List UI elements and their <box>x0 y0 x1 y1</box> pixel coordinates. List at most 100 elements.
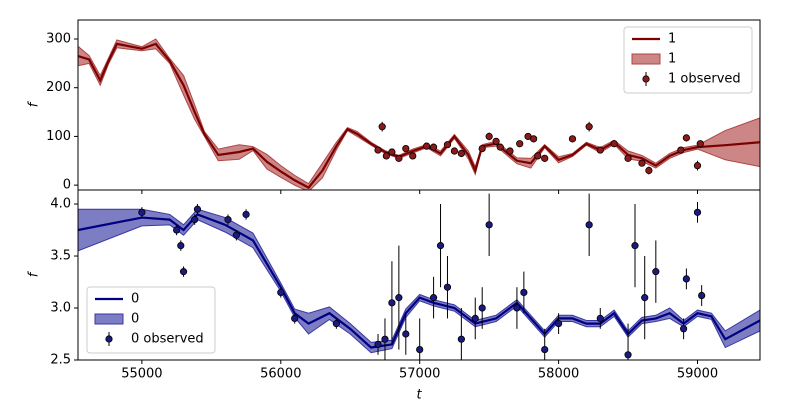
observed-point <box>680 325 688 333</box>
y-axis-label: f <box>27 270 42 277</box>
observed-point <box>179 268 188 276</box>
observed-point <box>682 275 690 283</box>
legend-label: 0 observed <box>131 332 204 347</box>
observed-point <box>520 288 528 297</box>
y-tick-label: 4.0 <box>50 197 71 212</box>
y-tick-label: 300 <box>46 31 71 46</box>
observed-point <box>638 159 646 167</box>
legend-label: 0 <box>131 312 139 327</box>
observed-point <box>193 205 202 213</box>
y-tick-label: 3.5 <box>50 249 71 264</box>
observed-point <box>378 123 386 131</box>
y-axis-label: f <box>27 100 42 107</box>
observed-point <box>402 144 410 153</box>
observed-point <box>652 268 660 276</box>
observed-point <box>682 134 690 142</box>
observed-point <box>696 140 704 148</box>
observed-point <box>457 149 465 158</box>
observed-point <box>624 351 632 359</box>
observed-point <box>645 166 653 175</box>
observed-point <box>485 132 493 141</box>
observed-point <box>242 210 250 219</box>
observed-point <box>596 314 604 323</box>
confidence-band <box>78 38 760 190</box>
observed-point <box>402 330 410 338</box>
observed-point <box>423 142 431 150</box>
observed-point <box>224 216 232 224</box>
observed-point <box>554 320 563 328</box>
x-tick-label: 57000 <box>399 367 440 382</box>
observed-point <box>496 143 504 151</box>
observed-point <box>596 146 604 154</box>
observed-point <box>374 340 382 349</box>
observed-point <box>138 208 146 216</box>
observed-point <box>568 135 577 143</box>
plot-area <box>78 38 760 190</box>
observed-point <box>443 141 452 149</box>
observed-point <box>450 147 459 155</box>
legend-swatch <box>631 53 661 65</box>
observed-point <box>585 221 593 229</box>
observed-point <box>443 283 452 291</box>
y-tick-label: 100 <box>46 129 71 144</box>
observed-point <box>492 137 500 145</box>
legend-box <box>623 26 753 94</box>
observed-point <box>693 208 702 216</box>
observed-point <box>529 135 538 143</box>
legend-swatch <box>642 75 650 83</box>
observed-point <box>291 314 299 323</box>
x-axis-label: t <box>416 388 422 400</box>
observed-point <box>541 154 549 162</box>
x-tick-label: 56000 <box>260 367 301 382</box>
observed-point <box>429 294 438 302</box>
observed-point <box>416 346 424 354</box>
observed-point <box>374 146 382 154</box>
observed-point <box>382 152 390 160</box>
observed-point <box>191 216 199 224</box>
legend-swatch <box>94 313 124 325</box>
x-tick-label: 58000 <box>538 367 579 382</box>
observed-point <box>541 346 549 354</box>
observed-point <box>429 143 438 151</box>
observed-point <box>693 162 702 170</box>
y-tick-label: 2.5 <box>50 353 71 368</box>
legend-swatch <box>105 335 113 343</box>
observed-point <box>177 242 185 250</box>
observed-point <box>513 304 521 312</box>
y-tick-label: 0 <box>63 178 71 193</box>
x-tick-label: 55000 <box>121 367 162 382</box>
x-tick-label: 59000 <box>677 367 718 382</box>
legend-label: 0 <box>131 292 139 307</box>
plot-area <box>78 193 760 360</box>
observed-point <box>471 314 479 323</box>
observed-point <box>677 146 685 154</box>
observed-point <box>516 140 524 148</box>
observed-point <box>506 147 514 155</box>
observed-point <box>232 231 240 239</box>
y-tick-label: 3.0 <box>50 301 71 316</box>
observed-point <box>534 152 542 160</box>
observed-point <box>395 154 403 162</box>
y-tick-label: 200 <box>46 80 71 95</box>
observed-point <box>457 335 465 343</box>
observed-point <box>624 154 632 162</box>
observed-point <box>381 335 389 343</box>
observed-point <box>277 288 285 297</box>
observed-point <box>610 140 618 148</box>
observed-point <box>478 304 486 312</box>
observed-point <box>332 320 340 328</box>
observed-point <box>388 299 396 307</box>
observed-point <box>485 221 493 229</box>
observed-point <box>388 148 396 156</box>
observed-point <box>409 152 417 160</box>
observed-point <box>631 242 639 250</box>
observed-point <box>436 242 445 250</box>
observed-point <box>698 291 706 300</box>
observed-point <box>585 123 593 131</box>
observed-point <box>395 294 403 302</box>
legend-label: 1 observed <box>668 72 741 87</box>
legend-label: 1 <box>668 32 676 47</box>
legend-box <box>86 286 216 354</box>
observed-point <box>478 144 486 153</box>
